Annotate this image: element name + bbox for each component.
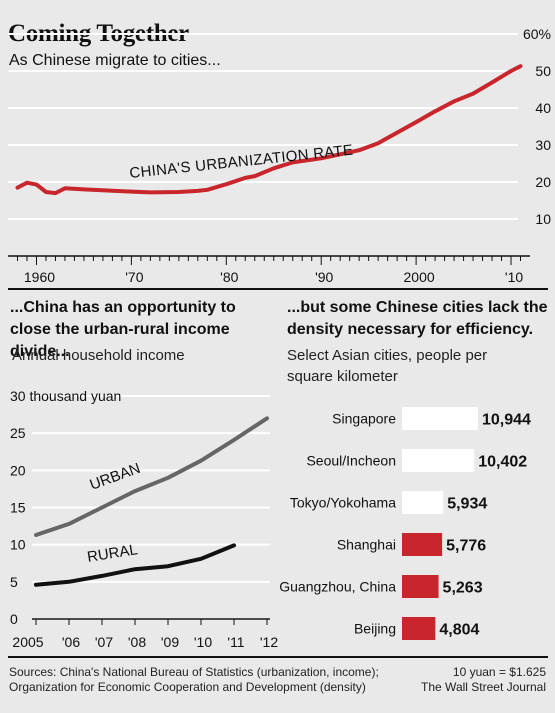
density-bar [402, 575, 439, 598]
density-chart-subtitle: Select Asian cities, people per square k… [287, 347, 488, 385]
bar-category-label: Shanghai [337, 537, 396, 553]
x-tick-label: '09 [161, 634, 179, 650]
y-tick-label: 30 [535, 137, 551, 153]
page-subtitle: As Chinese migrate to cities... [9, 52, 221, 69]
bar-value-label: 5,776 [446, 538, 486, 555]
x-tick-label: 1960 [24, 269, 55, 285]
x-tick-label: '80 [220, 269, 238, 285]
income-chart-subtitle: Annual household income [12, 347, 185, 364]
series-label: CHINA'S URBANIZATION RATE [129, 142, 354, 182]
x-tick-label: '12 [260, 634, 278, 650]
y-tick-label: 50 [535, 63, 551, 79]
x-tick-label: '10 [194, 634, 212, 650]
sources-line-2: Organization for Economic Cooperation an… [9, 680, 366, 694]
density-bar [402, 449, 475, 472]
sources-line-1: Sources: China's National Bureau of Stat… [9, 665, 379, 679]
y-tick-label: 10 [535, 211, 551, 227]
bar-value-label: 5,263 [443, 580, 483, 597]
bar-category-label: Seoul/Incheon [306, 453, 396, 469]
x-tick-label: '06 [62, 634, 80, 650]
urbanization-rate-line [15, 64, 523, 196]
x-tick-label: '07 [95, 634, 113, 650]
bar-category-label: Singapore [332, 411, 396, 427]
y-tick-label: 20 [10, 462, 26, 478]
density-bar [402, 617, 436, 640]
income-chart-title: ...China has an opportunity to close the… [10, 299, 236, 360]
bar-category-label: Beijing [354, 621, 396, 637]
credit-line: The Wall Street Journal [421, 680, 546, 694]
y-tick-label: 30 thousand yuan [10, 388, 121, 404]
y-tick-label: 10 [10, 537, 26, 553]
density-bar [402, 533, 443, 556]
y-tick-label: 20 [535, 174, 551, 190]
y-tick-label: 0 [10, 611, 18, 627]
x-tick-label: '10 [505, 269, 523, 285]
x-tick-label: '08 [128, 634, 146, 650]
y-tick-label: 5 [10, 574, 18, 590]
x-tick-label: 2000 [404, 269, 435, 285]
bar-value-label: 10,944 [482, 412, 531, 429]
y-tick-label: 60% [523, 26, 551, 42]
credit-block: 10 yuan = $1.625 The Wall Street Journal [421, 665, 546, 695]
x-tick-label: 2005 [12, 634, 43, 650]
footer-divider [8, 656, 548, 658]
urbanization-rate-chart: 10 20 30 40 50 60% 1960 '70 '80 '90 2000 '10 CHINA'S… [8, 26, 551, 285]
urban-series-label: URBAN [88, 460, 143, 494]
x-tick-label: '11 [227, 634, 244, 650]
section-divider [8, 288, 548, 290]
y-tick-label: 25 [10, 425, 26, 441]
density-chart-title: ...but some Chinese cities lack the dens… [287, 299, 548, 338]
bar-value-label: 4,804 [439, 622, 479, 639]
rural-income-line [34, 543, 236, 587]
household-income-chart: 0 5 10 15 20 25 30 thousand yuan 2005 '06 '07 '08 '… [10, 388, 278, 650]
bar-category-label: Guangzhou, China [279, 579, 396, 595]
city-density-chart: Singapore 10,944 Seoul/Incheon 10,402 Tokyo/… [279, 407, 531, 640]
currency-note: 10 yuan = $1.625 [452, 665, 546, 679]
x-tick-label: '70 [125, 269, 143, 285]
sources-note: Sources: China's National Bureau of Stat… [9, 665, 379, 695]
y-tick-label: 15 [10, 500, 26, 516]
density-bar [402, 407, 478, 430]
urban-income-line [34, 416, 269, 537]
density-bar [402, 491, 444, 514]
bar-category-label: Tokyo/Yokohama [290, 495, 396, 511]
bar-value-label: 5,934 [447, 496, 487, 513]
x-tick-label: '90 [315, 269, 333, 285]
y-tick-label: 40 [535, 100, 551, 116]
bar-value-label: 10,402 [478, 454, 527, 471]
